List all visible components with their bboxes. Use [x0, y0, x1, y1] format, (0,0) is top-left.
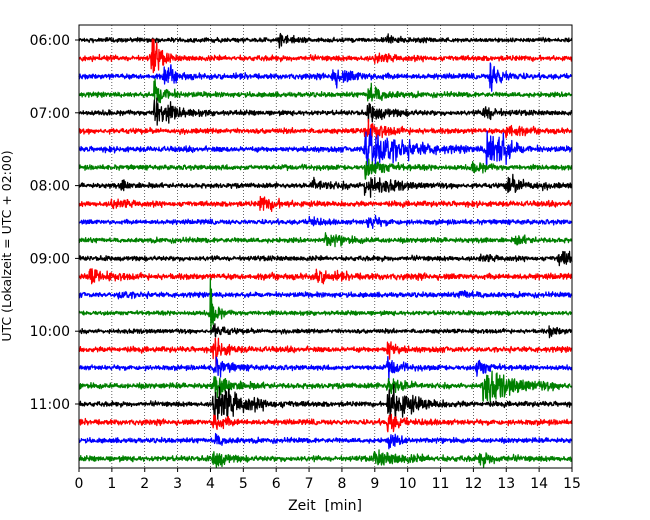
x-tick-label: 2 — [140, 476, 149, 492]
x-tick-label: 15 — [563, 476, 581, 492]
trace-0730 — [78, 127, 573, 169]
x-tick-label: 4 — [206, 476, 215, 492]
trace-1030 — [78, 356, 573, 383]
x-axis: 0 1 2 3 4 5 6 7 8 9 10 11 12 13 14 15 — [75, 468, 581, 492]
trace-0600 — [78, 32, 573, 49]
x-tick-label: 7 — [305, 476, 314, 492]
plot-frame — [78, 24, 573, 469]
traces — [78, 32, 573, 468]
y-tick-label: 10:00 — [30, 324, 70, 340]
y-tick-label: 08:00 — [30, 179, 70, 195]
x-tick-label: 1 — [107, 476, 116, 492]
x-tick-label: 0 — [75, 476, 84, 492]
x-tick-label: 12 — [464, 476, 482, 492]
trace-1115 — [78, 413, 573, 433]
trace-0715 — [78, 118, 573, 141]
x-tick-label: 13 — [497, 476, 515, 492]
trace-0615 — [78, 38, 573, 74]
trace-0900 — [78, 250, 573, 267]
x-tick-label: 5 — [239, 476, 248, 492]
y-axis: 06:00 07:00 08:00 09:00 10:00 11:00 — [30, 33, 79, 413]
x-tick-label: 10 — [399, 476, 417, 492]
trace-0645 — [78, 78, 573, 104]
x-tick-label: 14 — [530, 476, 548, 492]
trace-1145 — [78, 449, 573, 468]
trace-0815 — [78, 195, 573, 213]
trace-0700 — [78, 97, 573, 126]
x-tick-label: 8 — [337, 476, 346, 492]
x-axis-label: Zeit [min] — [288, 498, 362, 514]
x-tick-label: 9 — [370, 476, 379, 492]
trace-1100 — [78, 383, 573, 424]
trace-0830 — [78, 214, 573, 229]
trace-1000 — [78, 323, 573, 339]
y-tick-label: 06:00 — [30, 33, 70, 49]
y-axis-label: UTC (Lokalzeit = UTC + 02:00) — [0, 150, 14, 341]
trace-0800 — [78, 173, 573, 198]
y-tick-label: 11:00 — [30, 397, 70, 413]
y-tick-label: 07:00 — [30, 106, 70, 122]
trace-0945 — [78, 277, 573, 335]
trace-0630 — [78, 62, 573, 92]
trace-1130 — [78, 432, 573, 450]
grid — [111, 25, 540, 468]
x-tick-label: 6 — [272, 476, 281, 492]
trace-0915 — [78, 268, 573, 285]
y-tick-label: 09:00 — [30, 251, 70, 267]
trace-1015 — [78, 337, 573, 369]
trace-0745 — [78, 158, 573, 180]
x-tick-label: 3 — [173, 476, 182, 492]
trace-0845 — [78, 232, 573, 248]
trace-0930 — [78, 289, 573, 300]
trace-1045 — [78, 370, 573, 403]
x-tick-label: 11 — [432, 476, 450, 492]
